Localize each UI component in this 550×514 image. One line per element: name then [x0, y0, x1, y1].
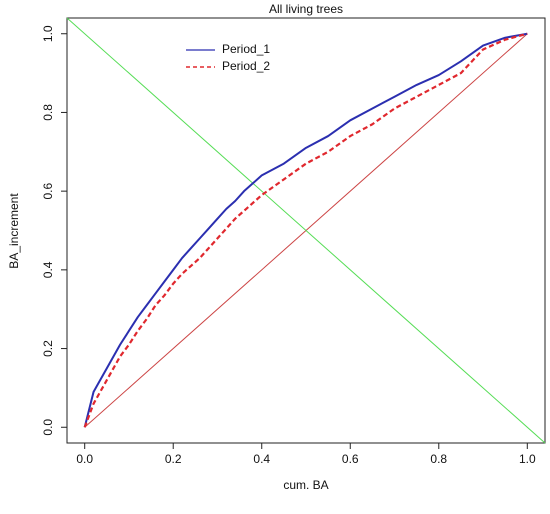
series-layer [66, 17, 546, 444]
chart-title: All living trees [269, 2, 343, 16]
legend-label-1: Period_1 [222, 42, 270, 56]
x-tick-label: 0.4 [253, 452, 270, 466]
x-tick-label: 0.2 [165, 452, 182, 466]
x-axis-title: cum. BA [283, 478, 328, 492]
series-line-period-2 [83, 32, 528, 428]
y-axis-title: BA_increment [7, 193, 21, 269]
y-tick-label: 0.4 [41, 261, 55, 278]
y-axis: 0.0 0.2 0.4 0.6 0.8 1.0 [41, 25, 67, 436]
y-tick-label: 0.8 [41, 104, 55, 121]
x-tick-label: 0.0 [76, 452, 93, 466]
x-tick-label: 0.6 [342, 452, 359, 466]
legend-label-2: Period_2 [222, 59, 270, 73]
y-tick-label: 1.0 [41, 25, 55, 42]
y-tick-label: 0.6 [41, 182, 55, 199]
x-axis: 0.0 0.2 0.4 0.6 0.8 1.0 [76, 443, 536, 466]
plot-area-frame [66, 17, 546, 444]
y-tick-label: 0.2 [41, 340, 55, 357]
x-tick-label: 0.8 [430, 452, 447, 466]
series-line-period-1 [83, 32, 528, 428]
y-tick-label: 0.0 [41, 419, 55, 436]
reference-antidiagonal-line [66, 17, 546, 444]
x-tick-label: 1.0 [519, 452, 536, 466]
legend: Period_1 Period_2 [186, 42, 270, 73]
